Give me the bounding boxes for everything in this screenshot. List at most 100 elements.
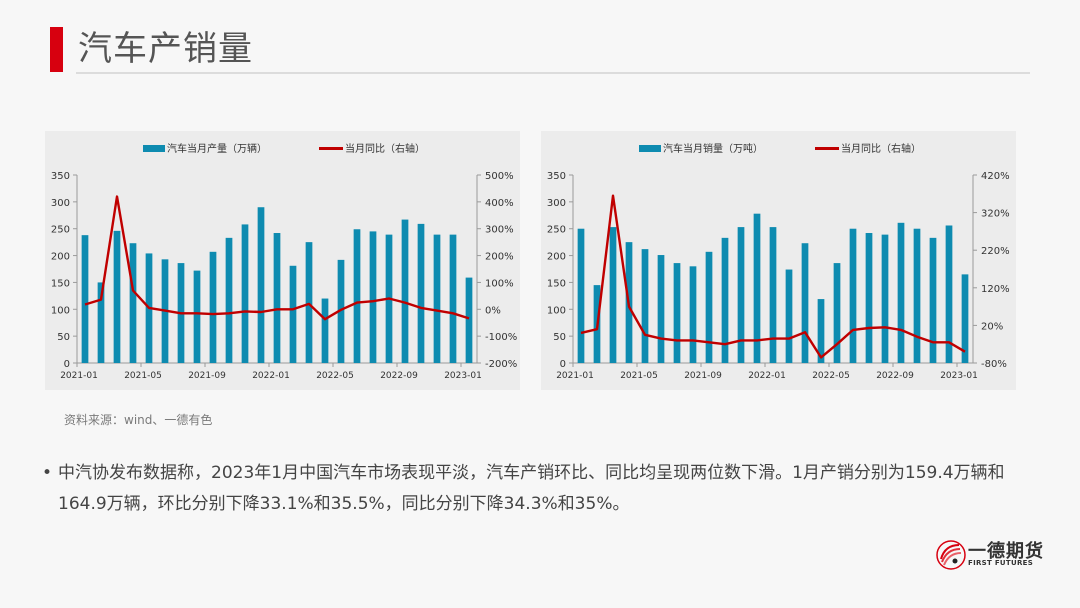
y2-tick-label: -100%: [485, 332, 517, 343]
bar: [961, 274, 969, 363]
bar: [849, 228, 857, 363]
bar: [129, 243, 137, 363]
bar: [353, 229, 361, 363]
y2-tick-label: 420%: [981, 171, 1010, 182]
y-tick-label: 250: [547, 225, 566, 236]
bar-series: [577, 213, 969, 363]
bar: [737, 227, 745, 363]
bar: [81, 235, 89, 363]
bar: [657, 255, 665, 363]
bar: [449, 234, 457, 363]
legend-line-label: 当月同比（右轴）: [841, 142, 921, 155]
y-tick-label: 300: [51, 198, 70, 209]
y2-tick-label: 500%: [485, 171, 514, 182]
yoy-line: [580, 194, 966, 359]
bar: [433, 234, 441, 363]
y2-tick-label: 300%: [485, 225, 514, 236]
y-tick-label: 350: [547, 171, 566, 182]
bar: [321, 298, 329, 363]
chart-legend: 汽车当月销量（万吨） 当月同比（右轴）: [639, 142, 921, 155]
bar: [273, 233, 281, 363]
page-title: 汽车产销量: [78, 29, 253, 69]
bar: [305, 242, 313, 363]
bar: [817, 299, 825, 363]
y2-tick-label: 320%: [981, 209, 1010, 220]
bar: [721, 237, 729, 363]
bar: [929, 237, 937, 363]
summary-bullet: • 中汽协发布数据称，2023年1月中国汽车市场表现平淡，汽车产销环比、同比均呈…: [42, 458, 1032, 520]
bar: [769, 227, 777, 363]
bar: [689, 266, 697, 363]
x-tick-label: 2022-09: [380, 371, 418, 381]
x-tick-label: 2021-01: [60, 371, 98, 381]
legend-line-label: 当月同比（右轴）: [345, 142, 425, 155]
x-tick-label: 2021-09: [188, 371, 226, 381]
x-tick-label: 2021-01: [556, 371, 594, 381]
bar: [417, 223, 425, 363]
production-chart-canvas: 汽车当月产量（万辆） 当月同比（右轴） 0 50 100 150 200 250 300 350 -…: [51, 142, 517, 381]
bar: [865, 233, 873, 363]
y-tick-label: 50: [57, 332, 70, 343]
bar: [289, 265, 297, 363]
bullet-marker: •: [42, 463, 53, 483]
x-tick-label: 2022-01: [252, 371, 290, 381]
y-tick-label: 100: [51, 305, 70, 316]
y-tick-label: 50: [553, 332, 566, 343]
x-tick-label: 2022-05: [316, 371, 354, 381]
bar: [577, 228, 585, 363]
sales-chart-canvas: 汽车当月销量（万吨） 当月同比（右轴） 0 50 100 150 200 250 300 350 -…: [547, 142, 1010, 381]
y-tick-label: 100: [547, 305, 566, 316]
y-tick-label: 300: [547, 198, 566, 209]
bar: [833, 263, 841, 363]
x-tick-label: 2022-05: [812, 371, 850, 381]
y-tick-label: 250: [51, 225, 70, 236]
x-tick-label: 2021-05: [124, 371, 162, 381]
x-tick-label: 2023-01: [444, 371, 482, 381]
bar: [209, 251, 217, 363]
y-tick-label: 350: [51, 171, 70, 182]
y2-tick-label: 20%: [981, 321, 1003, 332]
x-tick-label: 2022-01: [748, 371, 786, 381]
bar: [897, 222, 905, 363]
production-chart: 汽车当月产量（万辆） 当月同比（右轴） 0 50 100 150 200 250 300 350 -…: [45, 131, 520, 390]
title-accent-bar: [50, 27, 63, 72]
y2-tick-label: -80%: [981, 359, 1007, 370]
bar: [753, 213, 761, 363]
yoy-line: [84, 195, 470, 321]
bar: [641, 249, 649, 363]
bar: [609, 227, 617, 363]
logo-text-en: FIRST FUTURES: [968, 559, 1034, 567]
y2-tick-label: 400%: [485, 198, 514, 209]
bar: [401, 219, 409, 363]
y2-tick-label: 0%: [485, 305, 501, 316]
y2-tick-label: -200%: [485, 359, 517, 370]
y-tick-label: 200: [547, 252, 566, 263]
y-tick-label: 0: [560, 359, 566, 370]
data-source-note: 资料来源：wind、一德有色: [64, 413, 213, 427]
bar-series: [81, 207, 473, 363]
bar: [945, 225, 953, 363]
logo-text-cn: 一德期货: [968, 541, 1044, 562]
y2-tick-label: 200%: [485, 252, 514, 263]
bar: [785, 269, 793, 363]
chart-legend: 汽车当月产量（万辆） 当月同比（右轴）: [143, 142, 425, 155]
x-tick-label: 2021-05: [620, 371, 658, 381]
bar: [241, 224, 249, 363]
title-divider: [76, 72, 1030, 74]
sales-chart: 汽车当月销量（万吨） 当月同比（右轴） 0 50 100 150 200 250 300 350 -…: [541, 131, 1016, 390]
logo-emblem-icon: [936, 540, 966, 570]
x-tick-label: 2021-09: [684, 371, 722, 381]
bar: [369, 231, 377, 363]
y-tick-label: 0: [64, 359, 70, 370]
bar: [465, 277, 473, 363]
x-tick-label: 2023-01: [940, 371, 978, 381]
bar: [193, 270, 201, 363]
bar: [337, 259, 345, 363]
bar: [881, 234, 889, 363]
bar: [97, 282, 105, 363]
bar: [113, 230, 121, 363]
legend-bar-label: 汽车当月产量（万辆）: [167, 142, 267, 155]
legend-bar-swatch: [143, 145, 165, 152]
legend-bar-label: 汽车当月销量（万吨）: [663, 142, 763, 155]
x-tick-label: 2022-09: [876, 371, 914, 381]
